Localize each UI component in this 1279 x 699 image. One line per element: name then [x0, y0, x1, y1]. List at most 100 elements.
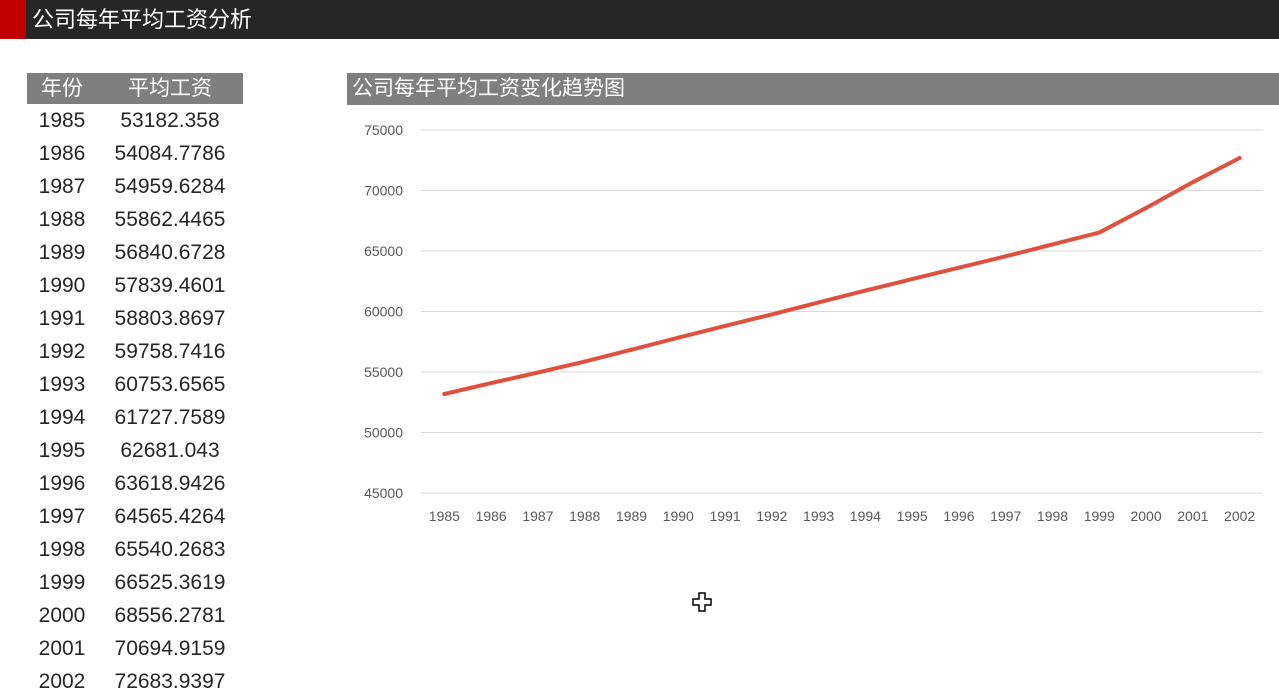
cell-salary: 72683.9397: [114, 670, 226, 693]
cell-year: 1992: [38, 340, 86, 363]
cell-year: 1985: [38, 109, 86, 132]
header-year: 年份: [41, 77, 83, 100]
cell-salary: 66525.3619: [114, 571, 226, 594]
table-row: 1996 63618.9426: [27, 467, 243, 500]
data-point: [910, 277, 915, 282]
cell-salary: 68556.2781: [114, 604, 226, 627]
table-row: 2001 70694.9159: [27, 632, 243, 665]
cell-salary: 63618.9426: [114, 472, 226, 495]
salary-table: 年份 平均工资 1985 53182.358 1986 54084.7786 1987 5…: [27, 73, 243, 698]
x-tick-label: 1993: [803, 508, 834, 524]
cell-year: 1994: [38, 406, 86, 429]
data-point: [956, 265, 961, 270]
cell-salary: 65540.2683: [114, 538, 226, 561]
table-body: 1985 53182.358 1986 54084.7786 1987 54959.628…: [27, 104, 243, 698]
series-line: [442, 156, 1242, 396]
table-row: 1999 66525.3619: [27, 566, 243, 599]
title-bar: 公司每年平均工资分析: [0, 0, 1279, 39]
data-point: [582, 359, 587, 364]
data-point: [769, 312, 774, 317]
cell-salary: 59758.7416: [114, 340, 226, 363]
crosshair-cursor-icon: [692, 592, 712, 612]
data-point: [1237, 156, 1242, 161]
table-row: 1997 64565.4264: [27, 500, 243, 533]
cell-year: 1993: [38, 373, 86, 396]
line-chart: 45000 50000 55000 60000 65000 70000 75000 1985 1…: [364, 122, 1263, 524]
y-tick-label: 50000: [364, 425, 403, 441]
cell-year: 1990: [38, 274, 86, 297]
data-point: [723, 323, 728, 328]
cell-year: 2002: [38, 670, 86, 693]
cell-salary: 55862.4465: [114, 208, 226, 231]
cell-salary: 56840.6728: [114, 241, 226, 264]
cell-salary: 60753.6565: [114, 373, 226, 396]
table-row: 1985 53182.358: [27, 104, 243, 137]
x-tick-label: 1995: [897, 508, 928, 524]
data-point: [1050, 242, 1055, 247]
x-tick-label: 1994: [850, 508, 881, 524]
table-row: 1994 61727.7589: [27, 401, 243, 434]
cell-salary: 64565.4264: [114, 505, 226, 528]
x-tick-label: 1989: [616, 508, 647, 524]
x-tick-label: 1990: [663, 508, 694, 524]
table-row: 1992 59758.7416: [27, 335, 243, 368]
cell-year: 1999: [38, 571, 86, 594]
table-row: 1989 56840.6728: [27, 236, 243, 269]
cell-salary: 62681.043: [120, 439, 220, 462]
cell-year: 1991: [38, 307, 86, 330]
table-row: 1993 60753.6565: [27, 368, 243, 401]
data-point: [863, 288, 868, 293]
data-point: [816, 300, 821, 305]
cell-year: 1996: [38, 472, 86, 495]
title-accent: [0, 0, 26, 39]
cell-salary: 57839.4601: [114, 274, 226, 297]
table-header: 年份 平均工资: [27, 73, 243, 104]
x-tick-label: 1997: [990, 508, 1021, 524]
table-row: 2000 68556.2781: [27, 599, 243, 632]
table-row: 2002 72683.9397: [27, 665, 243, 698]
cell-year: 1995: [38, 439, 86, 462]
table-row: 1998 65540.2683: [27, 533, 243, 566]
data-point: [1190, 180, 1195, 185]
data-point: [1003, 254, 1008, 259]
table-row: 1986 54084.7786: [27, 137, 243, 170]
table-row: 1995 62681.043: [27, 434, 243, 467]
y-tick-label: 55000: [364, 364, 403, 380]
cell-year: 2000: [38, 604, 86, 627]
data-point: [1144, 205, 1149, 210]
cell-salary: 54084.7786: [114, 142, 226, 165]
table-row: 1991 58803.8697: [27, 302, 243, 335]
x-tick-label: 2002: [1224, 508, 1255, 524]
x-tick-label: 1998: [1037, 508, 1068, 524]
x-tick-label: 1985: [429, 508, 460, 524]
x-tick-label: 1999: [1084, 508, 1115, 524]
x-tick-label: 1986: [476, 508, 507, 524]
y-tick-label: 60000: [364, 304, 403, 320]
data-point: [535, 370, 540, 375]
x-tick-label: 2001: [1177, 508, 1208, 524]
cell-year: 2001: [38, 637, 86, 660]
data-point: [1097, 230, 1102, 235]
page-title: 公司每年平均工资分析: [32, 7, 253, 32]
cell-year: 1997: [38, 505, 86, 528]
data-point: [676, 335, 681, 340]
cell-year: 1998: [38, 538, 86, 561]
x-tick-label: 2000: [1130, 508, 1161, 524]
chart-title: 公司每年平均工资变化趋势图: [347, 73, 1279, 105]
x-tick-label: 1992: [756, 508, 787, 524]
header-salary: 平均工资: [128, 77, 212, 100]
data-point: [489, 381, 494, 386]
cell-year: 1986: [38, 142, 86, 165]
y-tick-label: 65000: [364, 243, 403, 259]
cell-salary: 58803.8697: [114, 307, 226, 330]
y-tick-label: 70000: [364, 183, 403, 199]
cell-year: 1988: [38, 208, 86, 231]
data-point: [629, 347, 634, 352]
cell-salary: 70694.9159: [114, 637, 226, 660]
data-point: [442, 391, 447, 396]
cell-year: 1987: [38, 175, 86, 198]
table-row: 1990 57839.4601: [27, 269, 243, 302]
cell-salary: 61727.7589: [114, 406, 226, 429]
x-tick-label: 1991: [709, 508, 740, 524]
x-tick-label: 1988: [569, 508, 600, 524]
